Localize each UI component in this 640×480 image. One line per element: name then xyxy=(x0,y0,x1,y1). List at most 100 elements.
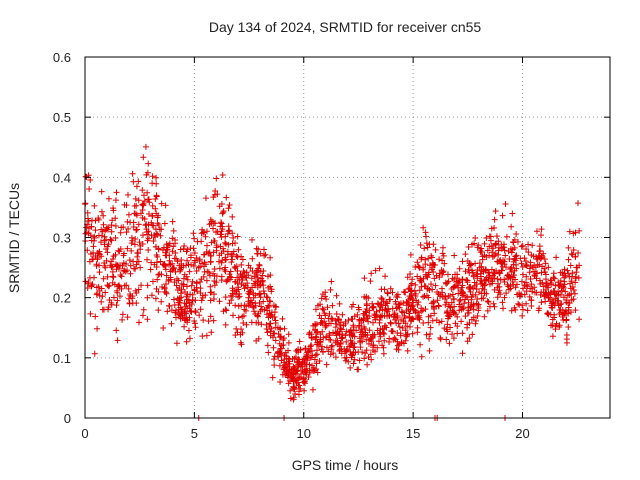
data-point xyxy=(511,244,518,251)
data-point xyxy=(101,233,108,240)
data-point xyxy=(571,290,578,297)
data-point xyxy=(424,285,431,292)
data-point xyxy=(108,237,115,244)
data-point xyxy=(402,315,409,322)
data-point xyxy=(537,280,544,287)
data-point xyxy=(188,261,195,268)
data-point xyxy=(505,283,512,290)
data-point xyxy=(254,274,261,281)
data-point xyxy=(426,241,433,248)
data-point xyxy=(314,369,321,376)
data-point xyxy=(422,261,429,268)
data-point xyxy=(522,279,529,286)
data-point xyxy=(222,306,229,313)
data-point xyxy=(464,257,471,264)
data-point xyxy=(139,232,146,239)
tick-labels: 0 5 10 15 20 0 0.1 0.2 0.3 0.4 0.5 0.6 xyxy=(53,50,530,441)
data-point xyxy=(122,268,129,275)
data-point xyxy=(202,292,209,299)
data-point xyxy=(170,227,177,234)
data-point xyxy=(87,177,94,184)
data-point xyxy=(536,248,543,255)
data-point xyxy=(542,268,549,275)
data-point xyxy=(518,243,525,250)
data-point xyxy=(417,341,424,348)
data-point xyxy=(113,287,120,294)
data-point xyxy=(466,320,473,327)
data-point xyxy=(161,220,168,227)
data-point xyxy=(112,215,119,222)
data-point xyxy=(422,306,429,313)
data-point xyxy=(513,252,520,259)
data-point xyxy=(454,313,461,320)
y-tick-label: 0.4 xyxy=(53,170,71,185)
data-point xyxy=(362,350,369,357)
data-point xyxy=(260,287,267,294)
data-point xyxy=(271,356,278,363)
data-point xyxy=(93,291,100,298)
data-point xyxy=(193,284,200,291)
data-point xyxy=(113,189,120,196)
data-point xyxy=(487,237,494,244)
data-point xyxy=(178,257,185,264)
data-point xyxy=(489,272,496,279)
data-point xyxy=(542,271,549,278)
data-point xyxy=(296,360,303,367)
data-point xyxy=(124,218,131,225)
data-point xyxy=(337,340,344,347)
data-point xyxy=(523,245,530,252)
data-point xyxy=(363,347,370,354)
data-point xyxy=(349,333,356,340)
data-point xyxy=(149,180,156,187)
data-point xyxy=(563,310,570,317)
data-point xyxy=(416,316,423,323)
data-point xyxy=(126,300,133,307)
data-point xyxy=(429,317,436,324)
data-point xyxy=(188,301,195,308)
data-point xyxy=(292,354,299,361)
data-point xyxy=(222,321,229,328)
data-point xyxy=(303,353,310,360)
data-point xyxy=(525,241,532,248)
data-point xyxy=(472,260,479,267)
data-point xyxy=(408,280,415,287)
data-point xyxy=(265,284,272,291)
data-point xyxy=(483,234,490,241)
data-point xyxy=(203,277,210,284)
data-point xyxy=(158,200,165,207)
data-point xyxy=(333,330,340,337)
data-point xyxy=(140,192,147,199)
data-point xyxy=(292,391,299,398)
data-point xyxy=(501,294,508,301)
data-point xyxy=(145,235,152,242)
data-point xyxy=(301,387,308,394)
data-point xyxy=(559,311,566,318)
data-point xyxy=(240,268,247,275)
data-point xyxy=(361,293,368,300)
data-point xyxy=(312,306,319,313)
data-point xyxy=(155,212,162,219)
data-point xyxy=(542,260,549,267)
data-point xyxy=(238,281,245,288)
x-tick-label: 10 xyxy=(297,426,311,441)
data-point xyxy=(230,312,237,319)
data-point xyxy=(444,271,451,278)
data-point xyxy=(135,319,142,326)
data-point xyxy=(550,270,557,277)
data-point xyxy=(210,317,217,324)
data-point xyxy=(129,295,136,302)
data-point xyxy=(170,265,177,272)
data-point xyxy=(325,348,332,355)
data-point xyxy=(384,290,391,297)
data-point xyxy=(518,260,525,267)
data-point xyxy=(112,197,119,204)
data-point xyxy=(364,332,371,339)
data-point xyxy=(139,312,146,319)
data-point xyxy=(102,289,109,296)
data-point xyxy=(502,252,509,259)
data-point xyxy=(326,330,333,337)
data-point xyxy=(188,282,195,289)
data-point xyxy=(348,315,355,322)
data-point xyxy=(495,238,502,245)
data-point xyxy=(425,313,432,320)
